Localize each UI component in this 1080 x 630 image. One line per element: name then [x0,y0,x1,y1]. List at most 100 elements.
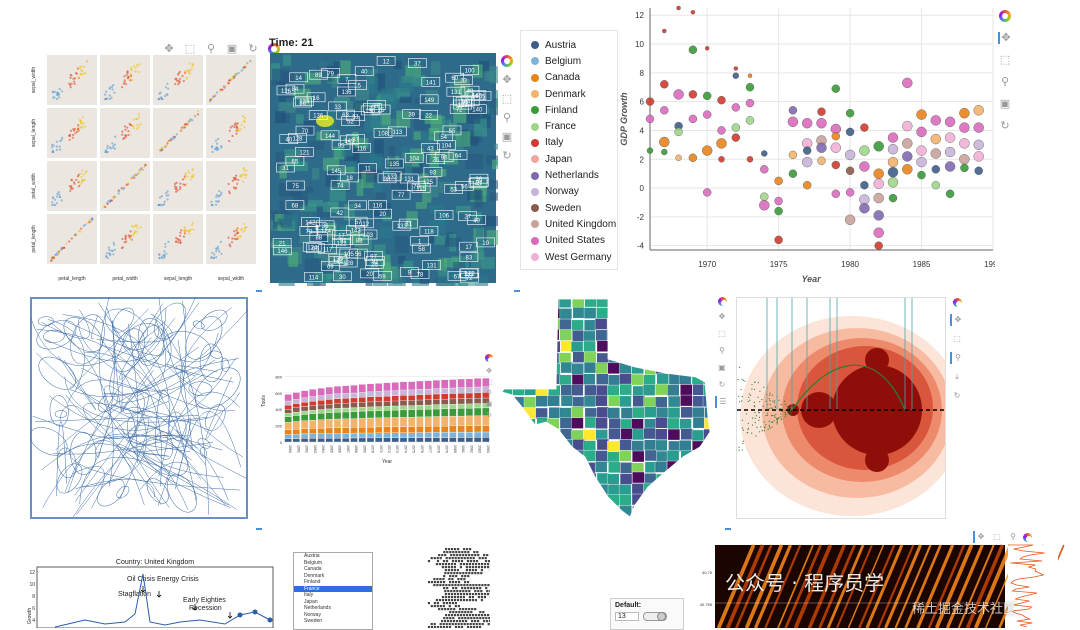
splom-point [224,87,226,89]
box-zoom-icon[interactable]: ⬚ [483,376,495,384]
county [512,494,524,505]
fractal-cell [465,554,467,556]
bar-segment [359,397,366,402]
reset-icon[interactable]: ↻ [951,390,963,402]
county [537,452,549,463]
save-icon[interactable]: ▣ [999,98,1011,110]
fractal-cell [463,548,465,550]
splom-point [111,86,113,88]
save-icon[interactable]: ▣ [501,131,513,143]
hover-icon[interactable]: ☰ [715,396,729,408]
legend-item[interactable]: Finland [521,102,617,118]
pan-icon[interactable]: ✥ [163,43,175,55]
county [595,461,607,472]
county [571,385,583,396]
bokeh-logo-icon[interactable] [953,298,962,307]
legend-item[interactable]: Denmark [521,86,617,102]
splom-point [161,195,163,197]
pan-icon[interactable]: ✥ [973,531,987,543]
county [681,351,693,362]
boid-label: 14 [295,76,302,82]
wheel-zoom-icon[interactable]: ⚲ [205,43,217,55]
fractal-cell [455,557,457,559]
box-zoom-icon[interactable]: ⬚ [716,328,728,340]
bifurcation-point [758,382,759,383]
reset-icon[interactable]: ↻ [247,43,259,55]
legend-item[interactable]: Italy [521,135,617,151]
county [537,309,549,320]
value-input[interactable]: 13 [615,612,639,621]
legend-item[interactable]: United Kingdom [521,216,617,232]
save-icon[interactable]: ⤓ [951,371,963,383]
fractal-cell [486,590,488,592]
wheel-zoom-icon[interactable]: ⚲ [999,76,1011,88]
pan-icon[interactable]: ✥ [501,74,513,86]
legend-item[interactable]: Canada [521,70,617,86]
legend-item[interactable]: Austria [521,37,617,53]
county [559,375,571,386]
bar-segment [425,433,432,438]
legend-item[interactable]: Norway [521,184,617,200]
fractal-cell [472,599,474,601]
bifurcation-point [770,400,771,401]
bar-segment [408,395,415,400]
reset-icon[interactable]: ↻ [501,150,513,162]
fractal-cell [481,584,483,586]
fractal-cell [467,575,469,577]
splom-point [179,239,181,241]
boid-label: 106 [439,213,450,219]
legend-item[interactable]: Sweden [521,200,617,216]
splom-point [52,196,54,198]
bokeh-logo-icon[interactable] [485,354,493,362]
bar-segment [334,438,341,442]
bar-segment [408,390,415,395]
toggle-slider[interactable] [643,612,667,621]
legend-item[interactable]: Netherlands [521,167,617,183]
pan-icon[interactable]: ✥ [716,311,728,323]
wheel-zoom-icon[interactable]: ⚲ [483,387,495,395]
dropdown-option[interactable]: Sweden [294,618,372,625]
save-icon[interactable]: ▣ [226,43,238,55]
county [693,384,705,395]
bar-x-tick: 1984 [486,445,490,453]
fractal-cell [464,575,466,577]
legend-item[interactable]: France [521,118,617,134]
county [560,451,572,462]
pan-icon[interactable]: ✥ [950,314,964,326]
legend-item[interactable]: West Germany [521,249,617,265]
save-icon[interactable]: ▣ [483,398,495,406]
legend-item[interactable]: United States [521,233,617,249]
box-zoom-icon[interactable]: ⬚ [501,93,513,105]
bokeh-logo-icon[interactable] [718,297,727,306]
legend-item[interactable]: Japan [521,151,617,167]
pan-icon[interactable]: ✥ [998,32,1012,44]
wheel-zoom-icon[interactable]: ⚲ [716,345,728,357]
reset-icon[interactable]: ↻ [999,120,1011,132]
fractal-cell [455,575,457,577]
fractal-cell [475,593,477,595]
fractal-cell [460,593,462,595]
box-zoom-icon[interactable]: ⬚ [991,531,1003,543]
save-icon[interactable]: ▣ [716,362,728,374]
wheel-zoom-icon[interactable]: ⚲ [501,112,513,124]
splom-point [234,187,236,189]
county [633,407,645,418]
pan-icon[interactable]: ✥ [483,365,495,373]
bokeh-logo-icon[interactable] [501,55,513,67]
reset-icon[interactable]: ↻ [483,409,495,417]
toggle-knob[interactable] [657,612,666,621]
splom-point [137,227,139,229]
wheel-zoom-icon[interactable]: ⚲ [1007,531,1019,543]
box-zoom-icon[interactable]: ⬚ [951,333,963,345]
bokeh-logo-icon[interactable] [1023,533,1032,542]
reset-icon[interactable]: ↻ [716,379,728,391]
county [501,319,513,330]
bokeh-logo-icon[interactable] [999,10,1011,22]
wheel-zoom-icon[interactable]: ⚲ [950,352,964,364]
splom-point [246,62,248,64]
legend-item[interactable]: Belgium [521,53,617,69]
box-zoom-icon[interactable]: ⬚ [999,54,1011,66]
box-zoom-icon[interactable]: ⬚ [184,43,196,55]
